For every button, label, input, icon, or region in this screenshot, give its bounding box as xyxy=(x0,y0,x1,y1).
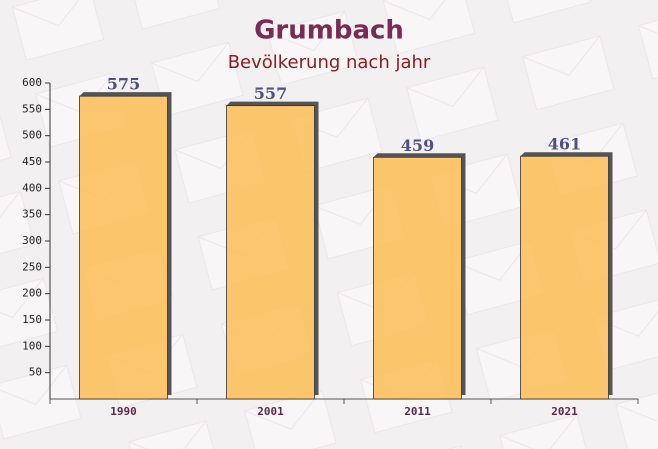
y-tick-label: 350 xyxy=(22,208,42,221)
y-tick-label: 200 xyxy=(22,287,42,300)
x-tick-label: 2011 xyxy=(404,405,431,418)
value-label: 575 xyxy=(107,75,140,94)
y-tick-label: 50 xyxy=(29,366,42,379)
x-tick-label: 1990 xyxy=(110,405,137,418)
bar xyxy=(226,105,315,400)
y-tick-label: 450 xyxy=(22,155,42,168)
chart-title: Grumbach xyxy=(254,16,404,46)
y-tick-label: 600 xyxy=(22,76,42,89)
bar xyxy=(520,155,609,400)
value-label: 459 xyxy=(401,136,434,155)
bar xyxy=(79,95,168,400)
y-tick-label: 150 xyxy=(22,313,42,326)
y-tick-label: 300 xyxy=(22,234,42,247)
value-label: 557 xyxy=(254,84,287,103)
bar xyxy=(373,156,462,400)
y-tick-label: 400 xyxy=(22,181,42,194)
y-tick-label: 100 xyxy=(22,339,42,352)
y-tick-label: 550 xyxy=(22,102,42,115)
x-tick-label: 2021 xyxy=(551,405,578,418)
y-tick-label: 500 xyxy=(22,129,42,142)
value-label: 461 xyxy=(548,135,581,154)
chart-subtitle: Bevölkerung nach jahr xyxy=(228,52,431,73)
y-tick-label: 250 xyxy=(22,260,42,273)
x-tick-label: 2001 xyxy=(257,405,284,418)
